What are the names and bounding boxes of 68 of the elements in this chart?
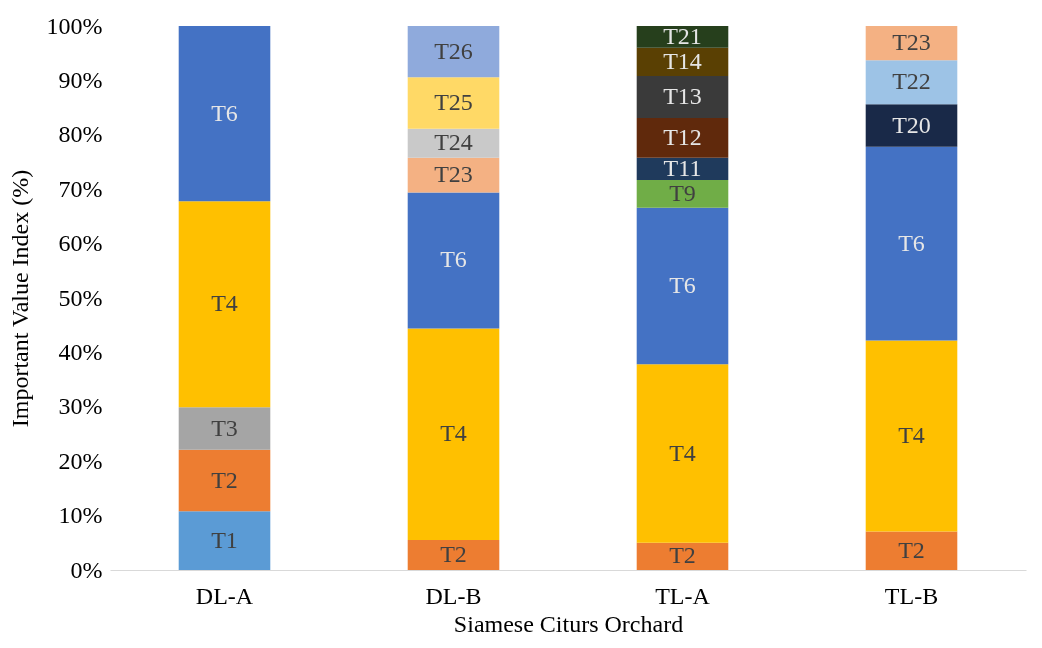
text: T2 bbox=[898, 536, 925, 563]
y-tick-label: 0% bbox=[70, 556, 103, 583]
bar bbox=[407, 26, 500, 78]
series-label: T1 bbox=[211, 526, 238, 553]
text: T6 bbox=[211, 99, 238, 126]
series-label: T12 bbox=[663, 123, 702, 150]
series-label: T13 bbox=[663, 82, 702, 109]
y-tick-label: 90% bbox=[58, 66, 103, 93]
bar bbox=[178, 511, 271, 570]
x-tick-label: TL-B bbox=[884, 582, 939, 609]
text: T6 bbox=[440, 246, 467, 273]
bar bbox=[636, 542, 729, 570]
bar bbox=[636, 207, 729, 365]
bar bbox=[865, 340, 958, 532]
bar bbox=[407, 77, 500, 129]
bar bbox=[407, 540, 500, 570]
bar bbox=[636, 47, 729, 77]
y-tick-label: 100% bbox=[46, 12, 103, 39]
series-label: T26 bbox=[434, 37, 473, 64]
bar bbox=[865, 146, 958, 341]
bar bbox=[865, 104, 958, 147]
bar bbox=[178, 201, 271, 408]
series-label: T3 bbox=[211, 414, 238, 441]
text: T6 bbox=[898, 229, 925, 256]
series-label: T25 bbox=[434, 88, 473, 115]
text: T4 bbox=[211, 290, 238, 317]
series-label: T2 bbox=[669, 542, 696, 569]
series-label: T22 bbox=[892, 68, 931, 95]
series-label: T20 bbox=[892, 111, 931, 138]
y-tick-label: 80% bbox=[58, 121, 103, 148]
text: T2 bbox=[440, 541, 467, 568]
bar bbox=[636, 179, 729, 208]
y-tick-label: 10% bbox=[58, 502, 103, 529]
y-tick-label: 20% bbox=[58, 447, 103, 474]
y-tick-label: 70% bbox=[58, 175, 103, 202]
bar bbox=[636, 76, 729, 118]
bar bbox=[407, 192, 500, 329]
x-axis-title: Siamese Citurs Orchard bbox=[453, 610, 684, 637]
y-tick-label: 50% bbox=[58, 284, 103, 311]
bar bbox=[178, 407, 271, 450]
bar bbox=[636, 117, 729, 158]
y-tick-label: 60% bbox=[58, 230, 103, 257]
series-label: T9 bbox=[669, 179, 696, 206]
bar bbox=[407, 128, 500, 158]
y-tick-label: 40% bbox=[58, 338, 103, 365]
text: T4 bbox=[898, 421, 925, 448]
series-label: T14 bbox=[663, 47, 702, 74]
bar bbox=[407, 328, 500, 541]
bar bbox=[865, 60, 958, 105]
series-label: T4 bbox=[669, 439, 696, 466]
bar bbox=[178, 449, 271, 512]
bar bbox=[865, 26, 958, 61]
text: T23 bbox=[434, 161, 473, 188]
series-label: T6 bbox=[669, 272, 696, 299]
text: T4 bbox=[440, 420, 467, 447]
x-tick-label: DL-B bbox=[425, 582, 482, 609]
x-tick-label: TL-A bbox=[655, 582, 711, 609]
y-tick-label: 30% bbox=[58, 393, 103, 420]
bar bbox=[865, 531, 958, 570]
series-label: T24 bbox=[434, 129, 473, 156]
series-label: T23 bbox=[892, 29, 931, 56]
bar bbox=[178, 26, 271, 202]
bar bbox=[636, 364, 729, 543]
series-label: T11 bbox=[663, 154, 702, 181]
y-axis-title: Important Value Index (%) bbox=[6, 169, 33, 428]
series-label: T21 bbox=[663, 22, 702, 49]
text: T2 bbox=[211, 466, 238, 493]
x-tick-label: DL-A bbox=[195, 582, 254, 609]
